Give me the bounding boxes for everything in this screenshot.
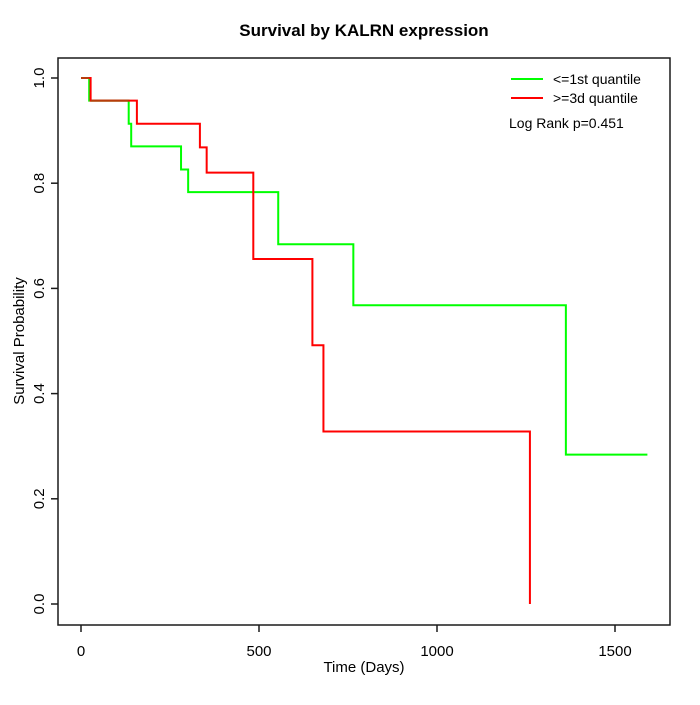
survival-curve-0 — [81, 77, 648, 456]
plot-area-border — [57, 57, 671, 626]
y-axis-label: Survival Probability — [11, 277, 28, 405]
y-axis-ticks: 1.0 0.8 0.6 0.4 0.2 0.0 — [31, 68, 58, 615]
chart-title: Survival by KALRN expression — [239, 21, 488, 40]
y-tick-label-0.0: 0.0 — [31, 594, 48, 615]
x-tick-label-500: 500 — [246, 643, 271, 660]
legend-label-first-quantile: <=1st quantile — [553, 71, 641, 87]
legend: <=1st quantile >=3d quantile Log Rank p=… — [509, 71, 641, 131]
survival-curve-1 — [81, 77, 531, 604]
log-rank-annotation: Log Rank p=0.451 — [509, 115, 624, 131]
y-tick-label-1.0: 1.0 — [31, 68, 48, 89]
y-tick-label-0.4: 0.4 — [31, 383, 48, 404]
y-tick-label-0.2: 0.2 — [31, 488, 48, 509]
x-tick-label-0: 0 — [77, 643, 85, 660]
x-tick-label-1500: 1500 — [598, 643, 631, 660]
x-axis-label: Time (Days) — [323, 659, 404, 676]
legend-label-third-quantile: >=3d quantile — [553, 90, 638, 106]
y-tick-label-0.6: 0.6 — [31, 278, 48, 299]
survival-curves — [81, 77, 648, 604]
x-axis-ticks: 0 500 1000 1500 — [77, 625, 632, 660]
x-tick-label-1000: 1000 — [420, 643, 453, 660]
y-tick-label-0.8: 0.8 — [31, 173, 48, 194]
